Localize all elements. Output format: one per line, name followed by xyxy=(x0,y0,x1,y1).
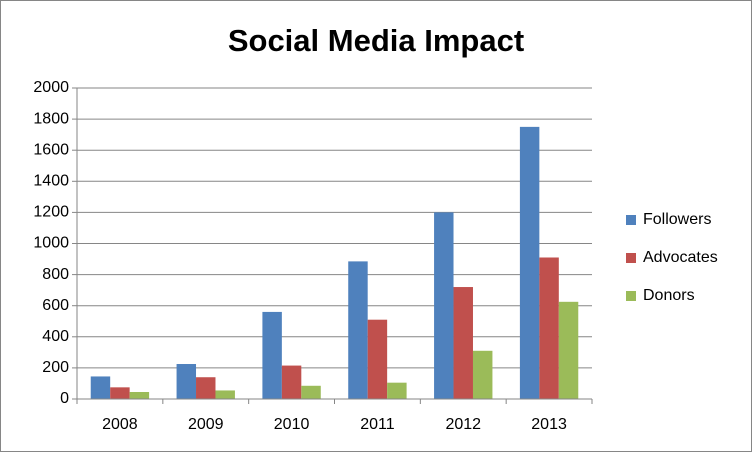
y-tick-label: 1600 xyxy=(33,141,69,158)
bar xyxy=(558,301,579,399)
bar xyxy=(348,261,368,399)
bar xyxy=(90,376,111,399)
y-tick-label: 0 xyxy=(60,390,69,407)
bar xyxy=(301,385,321,399)
bar xyxy=(472,350,493,399)
x-tick-label: 2010 xyxy=(274,416,310,433)
legend-swatch xyxy=(626,291,636,301)
y-tick-label: 400 xyxy=(42,328,69,345)
chart-title: Social Media Impact xyxy=(228,23,524,58)
bar xyxy=(196,377,216,399)
bar xyxy=(539,257,559,399)
bar xyxy=(281,365,302,399)
bar xyxy=(367,319,388,399)
x-tick-label: 2013 xyxy=(531,416,567,433)
y-tick-label: 1200 xyxy=(33,204,69,221)
legend-label: Followers xyxy=(643,211,711,228)
legend-swatch xyxy=(626,215,636,225)
x-tick-label: 2008 xyxy=(102,416,138,433)
bar xyxy=(434,212,454,399)
y-tick-label: 800 xyxy=(42,266,69,283)
bar xyxy=(262,311,282,399)
legend-label: Advocates xyxy=(643,249,718,266)
bar xyxy=(387,382,407,399)
y-tick-label: 1400 xyxy=(33,173,69,190)
bar xyxy=(519,126,540,399)
x-tick-label: 2009 xyxy=(188,416,224,433)
x-tick-label: 2012 xyxy=(445,416,481,433)
y-tick-label: 1800 xyxy=(33,110,69,127)
bar xyxy=(176,364,197,399)
bar xyxy=(453,287,473,399)
y-tick-label: 600 xyxy=(42,297,69,314)
x-tick-label: 2011 xyxy=(360,416,395,433)
bar xyxy=(215,390,235,399)
bar xyxy=(110,387,130,399)
bar xyxy=(129,392,150,399)
legend-label: Donors xyxy=(643,287,695,304)
legend-swatch xyxy=(626,253,636,263)
y-tick-label: 1000 xyxy=(33,235,69,252)
y-tick-label: 2000 xyxy=(33,79,69,96)
y-tick-label: 200 xyxy=(42,359,69,376)
